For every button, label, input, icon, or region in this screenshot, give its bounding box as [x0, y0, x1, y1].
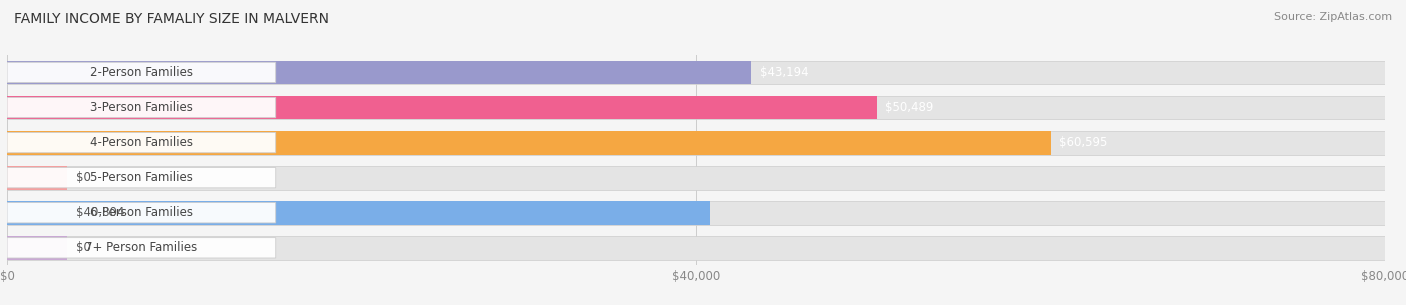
- Bar: [7, 60, 1385, 84]
- FancyBboxPatch shape: [7, 62, 276, 83]
- Bar: [7, 201, 1385, 225]
- FancyBboxPatch shape: [7, 238, 276, 258]
- Text: Source: ZipAtlas.com: Source: ZipAtlas.com: [1274, 12, 1392, 22]
- Text: $43,194: $43,194: [759, 66, 808, 79]
- Bar: [7, 236, 67, 260]
- Text: 3-Person Families: 3-Person Families: [90, 101, 193, 114]
- Text: 4-Person Families: 4-Person Families: [90, 136, 193, 149]
- Bar: [7, 131, 1385, 155]
- Text: 2-Person Families: 2-Person Families: [90, 66, 193, 79]
- Bar: [7, 166, 67, 190]
- Text: $60,595: $60,595: [1059, 136, 1108, 149]
- Bar: [7, 95, 1385, 120]
- Text: 6-Person Families: 6-Person Families: [90, 206, 193, 219]
- Text: $50,489: $50,489: [886, 101, 934, 114]
- Text: FAMILY INCOME BY FAMALIY SIZE IN MALVERN: FAMILY INCOME BY FAMALIY SIZE IN MALVERN: [14, 12, 329, 26]
- FancyBboxPatch shape: [7, 203, 276, 223]
- Bar: [7, 131, 1050, 155]
- FancyBboxPatch shape: [7, 132, 276, 153]
- Bar: [7, 95, 876, 120]
- FancyBboxPatch shape: [7, 97, 276, 118]
- Text: $0: $0: [76, 241, 91, 254]
- Bar: [7, 166, 1385, 190]
- Bar: [7, 201, 710, 225]
- Bar: [7, 236, 1385, 260]
- Bar: [7, 60, 751, 84]
- Text: 5-Person Families: 5-Person Families: [90, 171, 193, 184]
- FancyBboxPatch shape: [7, 167, 276, 188]
- Text: $40,804: $40,804: [76, 206, 124, 219]
- Text: $0: $0: [76, 171, 91, 184]
- Text: 7+ Person Families: 7+ Person Families: [86, 241, 197, 254]
